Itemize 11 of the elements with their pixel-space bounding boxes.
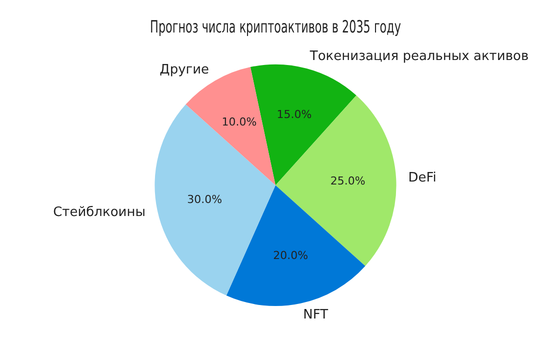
- data-label: 15.0%: [276, 108, 312, 122]
- slice-label: Другие: [160, 62, 210, 78]
- data-label: 10.0%: [222, 115, 257, 128]
- data-label: 30.0%: [187, 193, 222, 206]
- chart-title: Прогноз числа криптоактивов в 2035 году: [150, 18, 402, 38]
- data-label: 20.0%: [273, 248, 308, 262]
- slice-label: NFT: [303, 308, 328, 323]
- slice-label: Стейблкоины: [53, 205, 146, 220]
- slice-label: Токенизация реальных активов: [308, 49, 529, 64]
- data-label: 25.0%: [330, 174, 366, 188]
- slice-label: DeFi: [408, 170, 436, 186]
